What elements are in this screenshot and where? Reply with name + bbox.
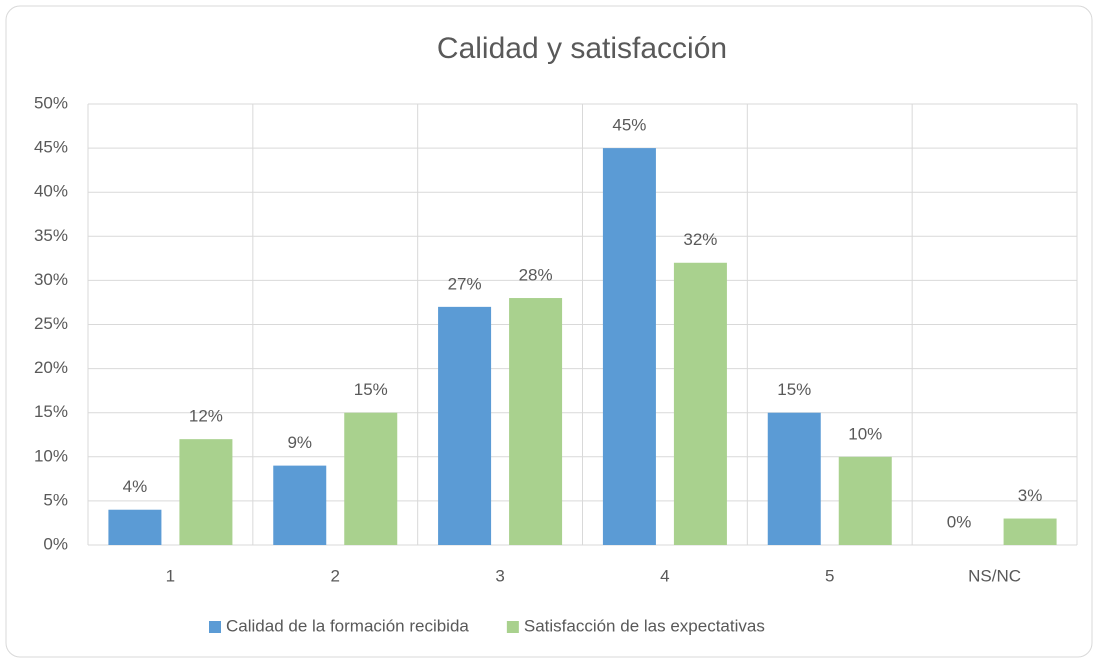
y-tick-label: 20% (34, 358, 68, 377)
x-tick-label: 5 (825, 566, 834, 585)
x-tick-label: 4 (660, 566, 669, 585)
value-label: 10% (848, 424, 882, 443)
y-tick-label: 45% (34, 138, 68, 157)
value-label: 32% (683, 230, 717, 249)
bar (838, 456, 892, 545)
bar (179, 439, 233, 545)
value-label: 0% (947, 512, 972, 531)
y-tick-label: 10% (34, 446, 68, 465)
y-tick-label: 30% (34, 270, 68, 289)
chart-title: Calidad y satisfacción (437, 32, 727, 65)
legend-swatch (209, 621, 221, 633)
x-tick-label: 3 (495, 566, 504, 585)
y-tick-label: 5% (43, 490, 68, 509)
x-tick-label: 2 (331, 566, 340, 585)
bar (438, 306, 492, 545)
y-tick-label: 35% (34, 226, 68, 245)
y-tick-label: 0% (43, 534, 68, 553)
legend-label: Calidad de la formación recibida (226, 616, 469, 635)
bar (509, 298, 563, 545)
bar (344, 412, 398, 545)
value-label: 45% (612, 116, 646, 135)
bar (108, 509, 162, 545)
x-tick-label: 1 (166, 566, 175, 585)
value-label: 15% (777, 380, 811, 399)
y-tick-label: 50% (34, 93, 68, 112)
value-label: 9% (287, 433, 312, 452)
value-label: 28% (519, 266, 553, 285)
legend-label: Satisfacción de las expectativas (524, 616, 765, 635)
bar (273, 465, 327, 545)
value-label: 27% (448, 274, 482, 293)
x-tick-label: NS/NC (968, 566, 1021, 585)
y-tick-label: 15% (34, 402, 68, 421)
value-label: 3% (1018, 486, 1043, 505)
value-label: 15% (354, 380, 388, 399)
bar (602, 148, 656, 545)
legend-swatch (506, 621, 519, 633)
value-label: 12% (189, 407, 223, 426)
bar (767, 412, 821, 545)
y-tick-label: 40% (34, 182, 68, 201)
bar (673, 262, 727, 545)
value-label: 4% (123, 477, 148, 496)
bar (1003, 518, 1057, 545)
y-tick-label: 25% (34, 314, 68, 333)
